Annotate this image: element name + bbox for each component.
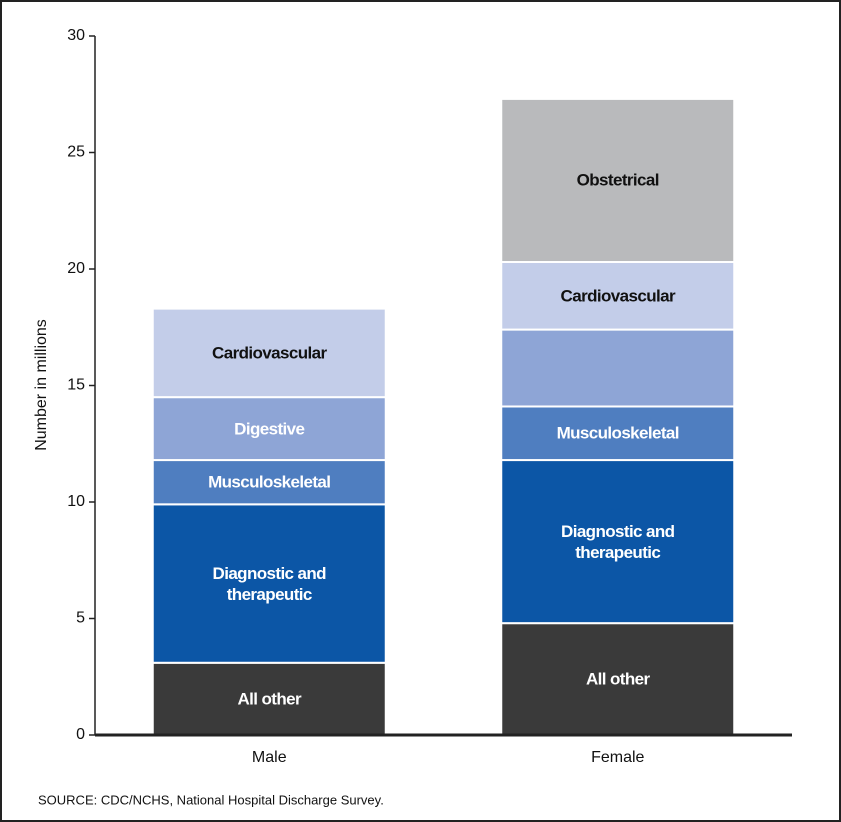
segment-label: Diagnostic and therapeutic bbox=[561, 521, 675, 562]
segment-label: Digestive bbox=[234, 419, 305, 439]
segment-label: Diagnostic and therapeutic bbox=[212, 563, 327, 604]
segment-label: Musculoskeletal bbox=[556, 423, 680, 443]
bar-segment bbox=[500, 459, 736, 625]
bar-segment bbox=[500, 622, 736, 736]
segment-label: Obstetrical bbox=[576, 170, 660, 190]
y-tick-label: 5 bbox=[76, 610, 85, 627]
bar-segment bbox=[500, 97, 736, 264]
y-axis-label: Number in millions bbox=[33, 319, 50, 451]
segment-label: Musculoskeletal bbox=[208, 472, 331, 492]
y-tick-label: 20 bbox=[67, 260, 85, 277]
source-note: SOURCE: CDC/NCHS, National Hospital Disc… bbox=[38, 792, 384, 807]
segment-label: Cardiovascular bbox=[212, 343, 327, 363]
y-tick-label: 0 bbox=[76, 726, 85, 743]
bar-segment bbox=[151, 307, 387, 399]
y-tick-label: 15 bbox=[67, 377, 85, 394]
bar-segment bbox=[500, 405, 736, 462]
bar-segment bbox=[500, 328, 736, 408]
x-tick-label: Female bbox=[591, 749, 644, 766]
y-tick-label: 30 bbox=[67, 27, 85, 44]
x-tick-label: Male bbox=[252, 749, 287, 766]
y-tick-label: 25 bbox=[67, 144, 85, 161]
segment-label: All other bbox=[237, 689, 302, 709]
y-tick-label: 10 bbox=[67, 493, 85, 510]
segment-label: Cardiovascular bbox=[560, 286, 676, 306]
bar-segment bbox=[500, 261, 736, 331]
segment-label: All other bbox=[585, 669, 650, 689]
